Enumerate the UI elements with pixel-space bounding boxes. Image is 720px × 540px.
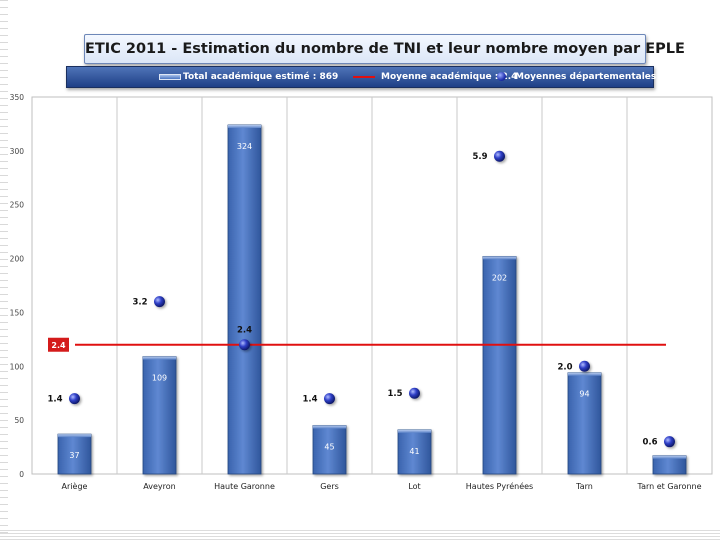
x-tick-label: Tarn et Garonne <box>637 482 702 491</box>
mean-value-label: 0.6 <box>642 438 657 448</box>
bar <box>227 124 262 475</box>
legend-dept-means-label: Moyennes départementales <box>515 72 657 82</box>
legend-total-label: Total académique estimé : 869 <box>183 72 339 82</box>
bar <box>57 433 92 475</box>
x-tick-label: Tarn <box>575 482 593 491</box>
x-tick-label: Ariège <box>62 481 88 491</box>
legend-item-dept-means: Moyennes départementales <box>497 67 657 87</box>
legend-dot-swatch <box>497 72 506 81</box>
legend-bar-swatch <box>159 74 181 80</box>
x-tick-label: Hautes Pyrénées <box>466 481 533 491</box>
bar-top <box>653 455 686 459</box>
x-tick-label: Haute Garonne <box>214 482 275 491</box>
mean-value-label: 2.0 <box>557 362 572 372</box>
x-tick-label: Gers <box>320 482 339 491</box>
y-tick-label: 100 <box>10 362 25 371</box>
slide-edge-decoration <box>0 0 8 540</box>
average-line-label: 2.4 <box>51 341 66 350</box>
y-tick-label: 250 <box>10 201 25 210</box>
bar-top <box>228 125 261 129</box>
bar <box>482 256 517 475</box>
legend-average-label: Moyenne académique : 2.4 <box>381 72 518 82</box>
x-tick-label: Aveyron <box>143 482 175 491</box>
y-tick-label: 200 <box>10 255 25 264</box>
bar-value-label: 109 <box>152 374 167 383</box>
bar-top <box>398 429 431 433</box>
bar-top <box>143 356 176 360</box>
y-tick-label: 350 <box>10 93 25 102</box>
bar-value-label: 202 <box>492 273 507 282</box>
legend-item-total: Total académique estimé : 869 <box>159 67 339 87</box>
bar-value-label: 41 <box>409 447 419 456</box>
slide-bottom-decoration <box>0 530 720 540</box>
bar <box>312 425 347 475</box>
bar <box>142 356 177 475</box>
bar-value-label: 94 <box>579 390 589 399</box>
bar-value-label: 17 <box>664 444 674 453</box>
mean-marker <box>154 296 165 308</box>
legend-line-swatch <box>353 76 375 78</box>
mean-marker <box>324 393 335 405</box>
mean-marker <box>664 436 675 448</box>
mean-marker <box>494 150 505 162</box>
chart-legend: Total académique estimé : 869 Moyenne ac… <box>66 66 657 88</box>
bar <box>397 429 432 475</box>
mean-value-label: 2.4 <box>237 326 252 336</box>
x-tick-label: Lot <box>408 482 420 491</box>
mean-marker <box>579 360 590 372</box>
bar-top <box>58 434 91 438</box>
mean-value-label: 5.9 <box>472 152 487 162</box>
mean-value-label: 3.2 <box>132 298 147 308</box>
bar-value-label: 37 <box>69 451 79 460</box>
mean-value-label: 1.4 <box>302 395 317 405</box>
bar <box>567 372 602 475</box>
bar-top <box>313 425 346 429</box>
y-tick-label: 300 <box>10 147 25 156</box>
average-label-box <box>48 337 69 352</box>
bar-top <box>483 256 516 260</box>
mean-marker <box>69 393 80 405</box>
y-tick-label: 50 <box>14 416 24 425</box>
legend-item-average: Moyenne académique : 2.4 <box>353 67 518 87</box>
mean-value-label: 1.4 <box>47 395 62 405</box>
mean-marker <box>239 339 250 351</box>
y-tick-label: 0 <box>19 470 24 479</box>
mean-value-label: 1.5 <box>387 389 402 399</box>
bar-top <box>568 372 601 376</box>
mean-marker <box>409 387 420 399</box>
bar-value-label: 324 <box>237 142 252 151</box>
y-tick-label: 150 <box>10 308 25 317</box>
chart-title: ETIC 2011 - Estimation du nombre de TNI … <box>84 34 685 64</box>
bar-value-label: 45 <box>324 443 334 452</box>
